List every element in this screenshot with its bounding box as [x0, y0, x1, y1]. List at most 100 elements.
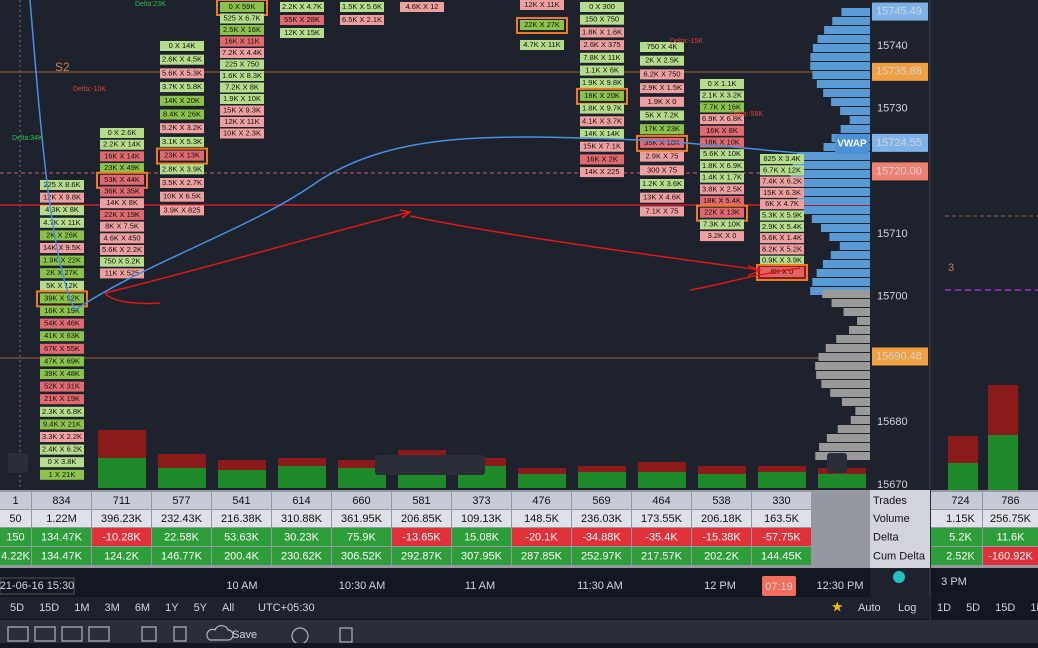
cell-bg	[40, 331, 84, 342]
range-button[interactable]: 1M	[74, 602, 89, 614]
cell-text: 0 X 14K	[169, 41, 196, 50]
cell-text: 2K X 2.5K	[645, 56, 679, 65]
cell-text: 18K X 10K	[704, 137, 740, 146]
range-button[interactable]: All	[222, 602, 234, 614]
range-button[interactable]: 5Y	[194, 602, 208, 614]
cell-bg	[640, 42, 684, 52]
range-button[interactable]: 5D	[10, 602, 24, 614]
stats-cell	[931, 510, 982, 527]
bar-green	[698, 474, 746, 488]
profile-bar	[830, 251, 870, 259]
cell-text: 825 X 3.4K	[763, 154, 800, 163]
stats-cell	[32, 492, 91, 509]
stats-cell	[32, 547, 91, 565]
cell-text: 12K X 9.8K	[43, 193, 81, 202]
cell-bg	[760, 154, 804, 164]
scale-button[interactable]: Log	[898, 602, 916, 614]
cell-bg	[580, 14, 624, 25]
profile-bar	[810, 53, 870, 61]
price-badge	[872, 347, 928, 366]
profile-bar	[818, 353, 870, 361]
cell-text: 5.6K X 10K	[703, 149, 741, 158]
profile-bar	[830, 389, 870, 397]
profile-bar	[837, 425, 870, 433]
bar-green	[278, 466, 326, 488]
save-button[interactable]: Save	[232, 629, 257, 641]
stats-cell	[392, 528, 451, 546]
cell-bg	[160, 191, 204, 202]
bar-red	[988, 385, 1018, 435]
stats-cell	[332, 492, 391, 509]
cell-bg	[40, 293, 84, 304]
delta-note: Delta:34K	[12, 135, 43, 142]
cell-bg	[700, 114, 744, 125]
stats-value: 541	[232, 495, 250, 507]
time-label: 11 AM	[465, 580, 495, 592]
status-dot	[893, 571, 905, 583]
stats-cell	[212, 547, 271, 565]
cell-text: 6K X 4.7K	[765, 199, 799, 208]
stats-value: 53.63K	[224, 531, 260, 543]
bar-red	[638, 462, 686, 472]
cell-text: 1.5K X 5.6K	[342, 2, 382, 11]
range-button[interactable]: 3M	[105, 602, 120, 614]
price-badge-label: 15690.48	[876, 350, 922, 362]
range-button[interactable]: 1Y	[165, 602, 179, 614]
stats-cell	[32, 528, 91, 546]
cell-bg	[640, 192, 684, 203]
cell-bg	[40, 457, 84, 468]
timezone[interactable]: UTC+05:30	[258, 602, 315, 614]
cell-bg	[220, 117, 264, 127]
cell-text: 8.2K X 5.2K	[762, 244, 802, 253]
cell-text: 0 X 2.6K	[108, 128, 137, 137]
bar-red	[758, 466, 806, 472]
profile-bar	[816, 269, 870, 277]
range-button[interactable]: 5D	[966, 602, 980, 614]
stats-value: 307.95K	[461, 550, 503, 562]
bar-green	[578, 472, 626, 488]
cell-text: 2.2K X 4.7K	[282, 2, 322, 11]
range-button[interactable]: 6M	[135, 602, 150, 614]
range-button[interactable]: 1M	[1030, 602, 1038, 614]
cell-bg	[580, 40, 624, 51]
scroll-right[interactable]	[827, 453, 847, 473]
cell-bg	[700, 79, 744, 89]
scroll-left[interactable]	[8, 453, 28, 473]
range-button[interactable]: 1D	[937, 602, 951, 614]
stats-cell	[452, 510, 511, 527]
price-label: 15700	[877, 291, 908, 303]
stats-value: 476	[532, 495, 550, 507]
cell-text: 8K X 7.5K	[105, 222, 139, 231]
profile-bar	[816, 80, 870, 88]
cell-text: 6.9K X 6.8K	[702, 114, 742, 123]
range-button[interactable]: 15D	[39, 602, 59, 614]
profile-bar	[815, 362, 870, 370]
cell-bg	[340, 2, 384, 12]
range-button[interactable]: 15D	[995, 602, 1015, 614]
cell-bg	[580, 154, 624, 165]
scale-button[interactable]: Auto	[858, 602, 881, 614]
profile-bar	[822, 260, 870, 268]
cell-bg	[760, 199, 804, 210]
cell-text: 47K X 69K	[44, 356, 80, 365]
cell-bg	[40, 444, 84, 455]
bar-red	[578, 466, 626, 472]
zoom-controls[interactable]	[375, 455, 485, 475]
cell-text: 1 X 21K	[49, 470, 76, 479]
bar-green	[338, 468, 386, 488]
bar-red	[338, 460, 386, 468]
cell-text: 14K X 20K	[164, 96, 200, 105]
cell-text: 12K X 11K	[224, 117, 259, 126]
cell-text: 7.2K X 4.4K	[222, 48, 262, 57]
favorite-star[interactable]: ★	[831, 599, 844, 615]
profile-bar	[812, 278, 870, 286]
cell-text: 2.9K X 5.4K	[762, 222, 802, 231]
cell-text: 150 X 750	[585, 15, 619, 24]
cell-bg	[160, 109, 204, 120]
stats-value: 786	[1001, 495, 1019, 507]
cell-text: 1.4K X 1.7K	[702, 173, 742, 182]
cell-text: 16K X 19K	[44, 306, 80, 315]
cell-bg	[760, 255, 804, 266]
cell-text: 7.3K X 10K	[703, 219, 741, 228]
cell-text: 5.3K X 5.9K	[762, 210, 802, 219]
